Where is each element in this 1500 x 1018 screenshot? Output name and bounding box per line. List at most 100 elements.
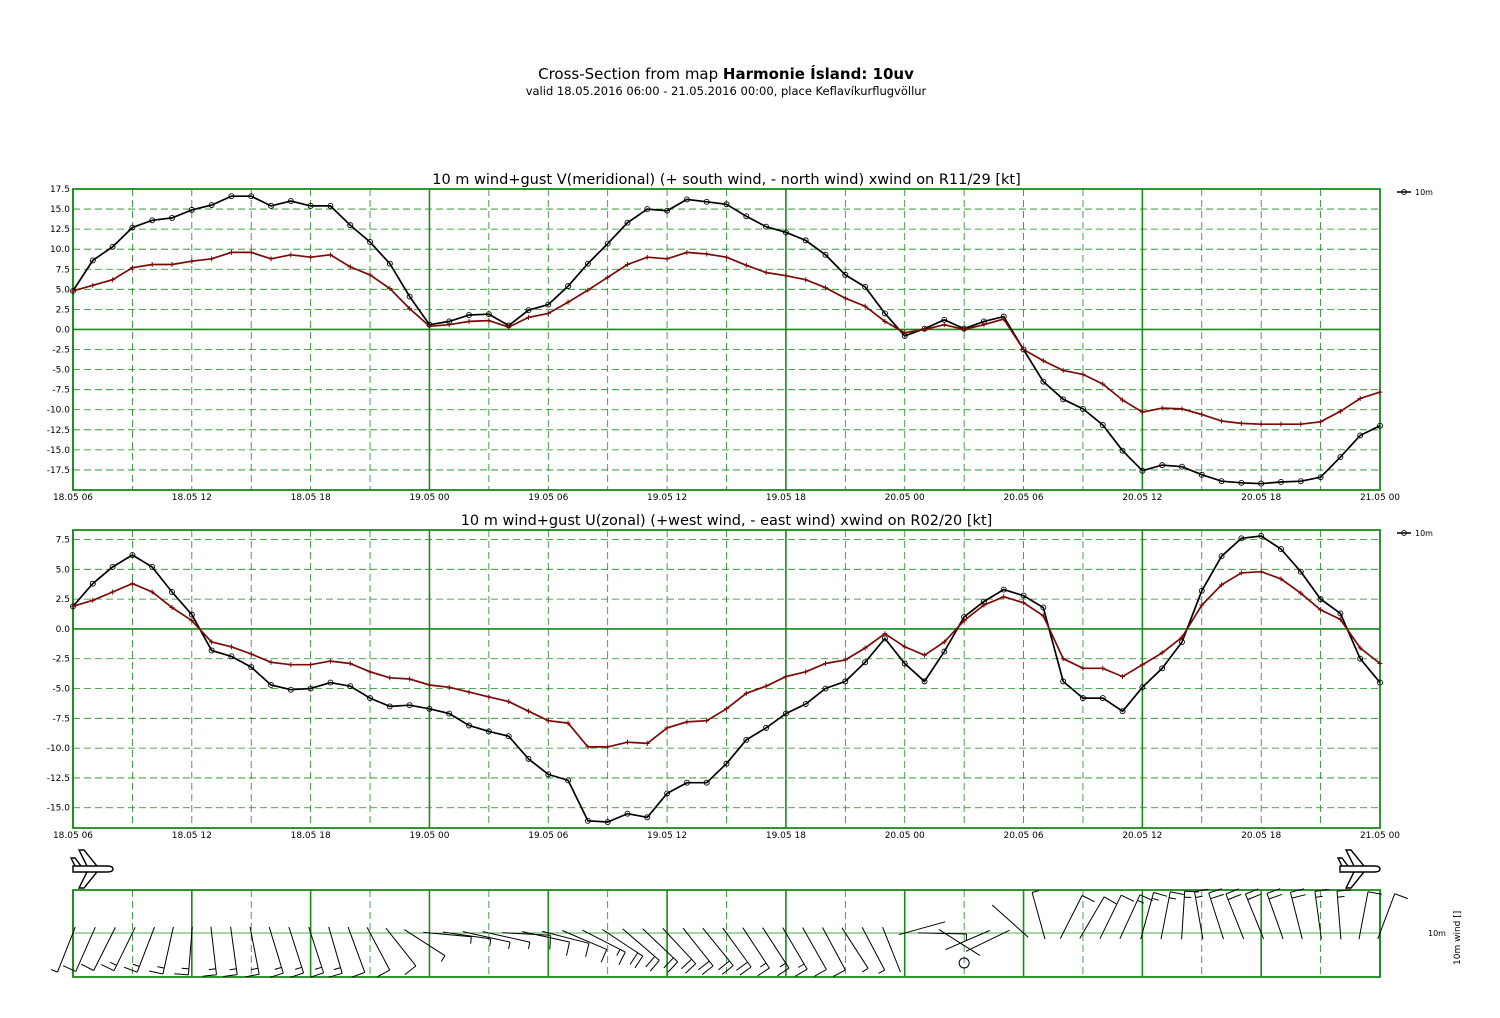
gust-point — [407, 306, 413, 312]
gust-point — [268, 659, 274, 665]
x-tick-label: 19.05 06 — [528, 831, 568, 841]
wind-point — [1080, 695, 1086, 702]
wind-point — [386, 260, 393, 267]
wind-point — [624, 810, 631, 817]
x-tick-label: 18.05 18 — [291, 831, 331, 841]
x-tick-label: 18.05 12 — [172, 831, 212, 841]
wind-point — [1040, 604, 1047, 611]
wind-point — [208, 202, 215, 209]
gust-point — [70, 603, 76, 609]
gust-point — [1318, 419, 1324, 425]
plot-frame — [72, 188, 1381, 491]
gust-point — [605, 274, 611, 280]
gust-point — [763, 683, 769, 689]
wind-point — [1238, 535, 1245, 542]
gust-point — [189, 258, 195, 264]
gust-point — [743, 262, 749, 268]
gust-point — [902, 330, 908, 336]
gust-point — [129, 581, 135, 587]
x-tick-label: 19.05 00 — [409, 493, 449, 503]
gust-point — [90, 282, 96, 288]
wind-barb — [622, 928, 660, 972]
wind-barb — [423, 931, 472, 944]
gust-point — [941, 639, 947, 645]
gust-point — [624, 261, 630, 267]
calm-circle — [958, 957, 970, 969]
gust-point — [1377, 661, 1383, 667]
x-tick-label: 20.05 00 — [885, 831, 925, 841]
gust-point — [1377, 389, 1383, 395]
y-tick-label: -15.0 — [47, 804, 71, 814]
u-zonal-panel: 10 m wind+gust U(zonal) (+west wind, - e… — [47, 513, 1433, 841]
x-tick-label: 18.05 06 — [53, 493, 93, 503]
x-tick-label: 19.05 18 — [766, 493, 806, 503]
wind-point — [268, 682, 274, 688]
wind-point — [1060, 678, 1067, 685]
gust-point — [525, 314, 531, 320]
wind-point — [1317, 474, 1324, 481]
gust-point — [466, 318, 472, 324]
wind-point — [367, 239, 373, 245]
wind-point — [664, 790, 671, 797]
wind-point — [881, 310, 888, 317]
gust-point — [1040, 358, 1046, 364]
gust-point — [1219, 582, 1225, 588]
wind-point — [188, 611, 195, 618]
wind-barb — [762, 927, 790, 977]
gust-point — [446, 322, 452, 328]
gust-point — [506, 324, 512, 330]
y-tick-label: -7.5 — [52, 714, 70, 724]
gust-point — [684, 249, 690, 255]
wind-barb — [1119, 894, 1153, 939]
wind-point — [802, 237, 809, 244]
y-tick-label: 2.5 — [56, 595, 70, 605]
gust-point — [922, 326, 928, 332]
wind-point — [1218, 478, 1225, 485]
gust-point — [407, 676, 413, 682]
wind-barb — [288, 926, 305, 978]
wind-point — [703, 198, 710, 205]
gust-point — [1060, 656, 1066, 662]
wind-barb — [742, 927, 770, 977]
wind-point — [248, 664, 255, 671]
gust-point — [525, 708, 531, 714]
gust-point — [1298, 590, 1304, 596]
wind-barb — [522, 931, 570, 956]
wind-point — [208, 647, 215, 654]
v-panel-title: 10 m wind+gust V(meridional) (+ south wi… — [432, 172, 1020, 188]
wind-barb — [1194, 888, 1209, 940]
gust-point — [565, 720, 571, 726]
wind-point — [1278, 479, 1284, 485]
wind-point — [1198, 471, 1205, 478]
wind-barb — [1079, 896, 1117, 939]
wind-point — [1060, 396, 1067, 403]
wind-barb — [385, 927, 417, 975]
gust-point — [1159, 650, 1165, 656]
wind-barb — [861, 927, 886, 974]
y-tick-label: -10.0 — [47, 744, 71, 754]
main-title: Cross-Section from map Harmonie Ísland: … — [0, 64, 1452, 84]
wind-barb — [1208, 888, 1224, 940]
gust-point — [110, 589, 116, 595]
gust-point — [902, 644, 908, 650]
wind-point — [1040, 378, 1047, 385]
wind-point — [1198, 587, 1205, 594]
gust-point — [149, 589, 155, 595]
wind-point — [1099, 422, 1106, 428]
y-tick-label: -7.5 — [52, 386, 70, 396]
y-tick-label: -2.5 — [52, 346, 70, 356]
gust-point — [545, 718, 551, 724]
wind-barb — [62, 926, 96, 972]
gust-point — [783, 674, 789, 680]
wind-point — [525, 307, 532, 314]
y-tick-label: -5.0 — [52, 685, 70, 695]
wind-point — [1159, 665, 1166, 672]
gust-point — [506, 699, 512, 705]
wind-point — [307, 685, 314, 692]
wind-point — [129, 224, 136, 231]
wind-point — [426, 705, 433, 712]
airplane-shape — [1336, 849, 1381, 889]
gust-point — [1120, 397, 1126, 403]
airplane-icon-left — [69, 849, 114, 889]
gust-point — [1060, 367, 1066, 373]
